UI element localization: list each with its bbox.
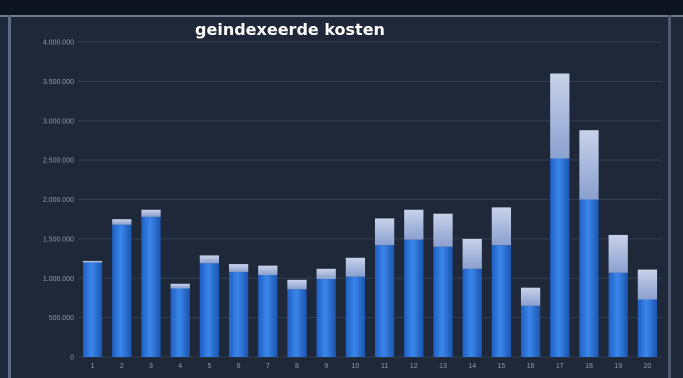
x-tick-label: 4 [178,363,182,370]
x-tick-label: 3 [149,363,153,370]
bar-base [637,299,658,357]
y-tick-label: 3.500.000 [43,79,74,86]
bar-increment [141,209,161,217]
bar-increment [112,219,132,225]
bar-increment [608,234,628,273]
x-tick-label: 18 [585,363,593,370]
bar-base [404,239,424,357]
bar-base [374,245,395,357]
bar-base [579,199,599,357]
grid-layer [78,41,662,358]
bar-increment [520,287,541,306]
x-axis: 1 2 3 4 5 6 7 8 9 10 11 12 13 14 15 16 17 18 19 20 [91,363,652,370]
bars [82,73,658,357]
x-tick-label: 16 [527,363,535,370]
bar-increment [82,260,103,263]
y-tick-label: 3.000.000 [43,118,74,125]
x-tick-label: 6 [237,363,241,370]
x-tick-label: 14 [468,363,476,370]
bar-increment [462,238,482,269]
bar-base [433,246,453,357]
bar-increment [287,279,307,290]
top-band [0,0,683,17]
bar-base [520,305,541,357]
y-tick-label: 0 [70,355,74,362]
bar-base [491,245,512,357]
bar-base [141,216,161,357]
bar-base [345,276,366,357]
x-tick-label: 20 [644,363,652,370]
right-border [668,15,671,378]
x-tick-label: 9 [324,363,328,370]
bar-increment [199,255,220,264]
bar-increment [228,264,249,272]
x-tick-label: 11 [381,363,388,370]
x-tick-label: 19 [614,363,622,370]
bar-base [550,158,570,357]
bar-increment [345,257,366,277]
bar-increment [433,213,453,247]
x-tick-label: 12 [410,363,418,370]
y-tick-label: 1.000.000 [43,276,74,283]
x-tick-label: 10 [352,363,360,370]
x-tick-label: 1 [91,363,95,370]
bar-base [608,272,628,357]
x-tick-label: 8 [295,363,299,370]
x-tick-label: 5 [207,363,211,370]
bar-increment [579,130,599,200]
bar-base [112,224,132,357]
bar-increment [404,209,424,240]
y-tick-label: 1.500.000 [43,236,74,243]
bar-increment [316,268,336,280]
bar-increment [491,207,512,246]
bar-increment [550,73,570,159]
bar-base [228,271,249,357]
left-border [8,15,11,378]
x-tick-label: 2 [120,363,124,370]
x-tick-label: 7 [266,363,270,370]
bar-base [82,262,103,357]
bar-base [462,268,482,357]
y-tick-label: 2.500.000 [43,158,74,165]
bar-increment [374,218,395,246]
y-tick-label: 2.000.000 [43,197,74,204]
bar-base [199,263,220,357]
x-tick-label: 15 [498,363,506,370]
y-axis: 0 500.000 1.000.000 1.500.000 2.000.000 2.500… [43,40,74,362]
y-tick-label: 4.000.000 [43,40,74,47]
bar-increment [258,265,278,276]
x-tick-label: 13 [439,363,447,370]
x-tick-label: 17 [556,363,564,370]
bar-increment [637,269,658,300]
bar-increment [170,283,190,289]
chart-title: geindexeerde kosten [195,20,385,39]
bar-base [287,289,307,357]
bar-base [170,288,190,357]
bar-base [316,279,336,357]
bar-base [258,275,278,357]
y-tick-label: 500.000 [49,315,74,322]
